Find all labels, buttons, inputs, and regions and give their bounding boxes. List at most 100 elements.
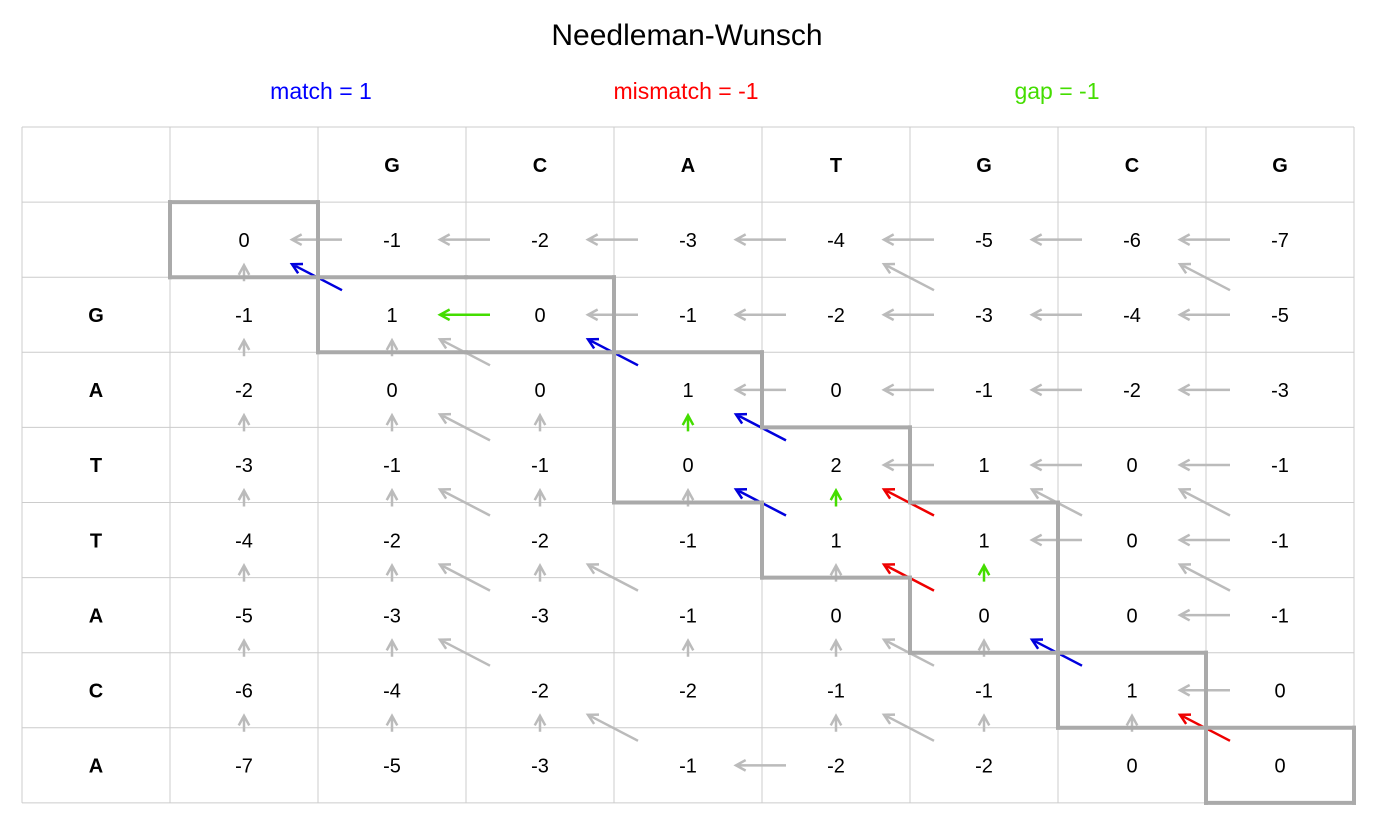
arrow-shape: [385, 487, 399, 507]
arrow: [437, 233, 490, 247]
arrow: [681, 412, 695, 432]
cell-value: 1: [682, 380, 693, 402]
cell-value: -3: [235, 455, 253, 477]
cell-value: -4: [235, 530, 253, 552]
arrow-shape: [1177, 262, 1231, 292]
arrow-shape: [829, 713, 843, 732]
arrow: [385, 562, 399, 582]
arrow-shape: [1029, 233, 1082, 247]
cell-value: 0: [830, 605, 841, 627]
arrow: [829, 713, 843, 732]
arrow-shape: [881, 713, 935, 742]
arrow-shape: [1029, 383, 1082, 397]
arrow-shape: [681, 638, 695, 657]
cell-value: 0: [534, 380, 545, 402]
scoring-param: mismatch = -1: [613, 78, 758, 104]
arrow: [1029, 458, 1082, 472]
cell-value: 0: [1274, 681, 1285, 703]
cell-value: -5: [975, 230, 993, 252]
cell-value: 0: [238, 230, 249, 252]
cell-value: -3: [531, 605, 549, 627]
cell-value: -1: [1271, 605, 1289, 627]
column-header: A: [681, 155, 695, 177]
cell-value: -2: [827, 305, 845, 327]
cell-value: -1: [1271, 455, 1289, 477]
arrow: [829, 638, 843, 657]
cell-value: 0: [534, 305, 545, 327]
arrow-shape: [385, 638, 399, 657]
arrow: [681, 638, 695, 657]
arrow-shape: [385, 713, 399, 732]
cell-value: -1: [679, 756, 697, 778]
cell-value: 1: [386, 305, 397, 327]
cell-value: -5: [235, 605, 253, 627]
cell-value: -2: [531, 530, 549, 552]
arrow-shape: [585, 713, 639, 742]
cell-value: 0: [682, 455, 693, 477]
cell-value: -5: [1271, 305, 1289, 327]
arrow: [533, 713, 547, 732]
cell-value: -1: [531, 455, 549, 477]
arrow-shape: [585, 233, 638, 247]
arrow-shape: [533, 487, 547, 507]
arrow-shape: [237, 487, 251, 507]
arrow-shape: [237, 562, 251, 582]
arrow-shape: [437, 233, 490, 247]
cell-value: -1: [679, 305, 697, 327]
arrow: [533, 487, 547, 507]
column-header: C: [533, 155, 547, 177]
arrow-shape: [1177, 458, 1230, 472]
cell-value: -3: [1271, 380, 1289, 402]
cell-value: 0: [1126, 455, 1137, 477]
column-header: G: [1272, 155, 1288, 177]
arrow: [385, 713, 399, 732]
arrow-shape: [1177, 383, 1230, 397]
cell-value: -2: [531, 230, 549, 252]
arrow-shape: [1177, 533, 1230, 547]
arrow-shape: [385, 562, 399, 582]
arrow: [1177, 458, 1230, 472]
arrow-shape: [237, 713, 251, 732]
arrow-shape: [881, 233, 934, 247]
row-header: C: [89, 681, 103, 703]
arrow-shape: [881, 308, 934, 322]
arrow: [1177, 563, 1231, 592]
arrow-shape: [733, 308, 786, 322]
cell-value: 0: [1126, 605, 1137, 627]
arrow: [585, 233, 638, 247]
column-header: C: [1125, 155, 1139, 177]
arrow-shape: [733, 233, 786, 247]
arrow: [881, 308, 934, 322]
arrow-shape: [829, 638, 843, 657]
cell-value: -2: [975, 756, 993, 778]
arrow-shape: [585, 563, 639, 592]
cell-value: -4: [827, 230, 845, 252]
row-header: T: [90, 530, 102, 552]
cell-value: -6: [235, 681, 253, 703]
row-header: A: [89, 756, 103, 778]
arrow: [1177, 533, 1230, 547]
cell-value: -1: [975, 681, 993, 703]
cell-value: -3: [975, 305, 993, 327]
arrow-shape: [977, 713, 991, 732]
arrow: [237, 487, 251, 507]
title: Needleman-Wunsch: [551, 19, 822, 52]
cell-value: 1: [830, 530, 841, 552]
scoring-param: match = 1: [270, 78, 372, 104]
cell-value: -1: [1271, 530, 1289, 552]
row-header: G: [88, 305, 104, 327]
arrow: [437, 412, 491, 442]
cell-value: -2: [235, 380, 253, 402]
cell-value: -3: [383, 605, 401, 627]
arrow: [977, 562, 991, 582]
arrow: [237, 562, 251, 582]
cell-value: -2: [827, 756, 845, 778]
cell-value: -4: [1123, 305, 1141, 327]
arrow: [881, 233, 934, 247]
arrow-shape: [681, 412, 695, 432]
arrow-shape: [533, 412, 547, 432]
arrow: [437, 563, 491, 592]
arrow-shape: [437, 563, 491, 592]
arrow: [733, 758, 786, 772]
